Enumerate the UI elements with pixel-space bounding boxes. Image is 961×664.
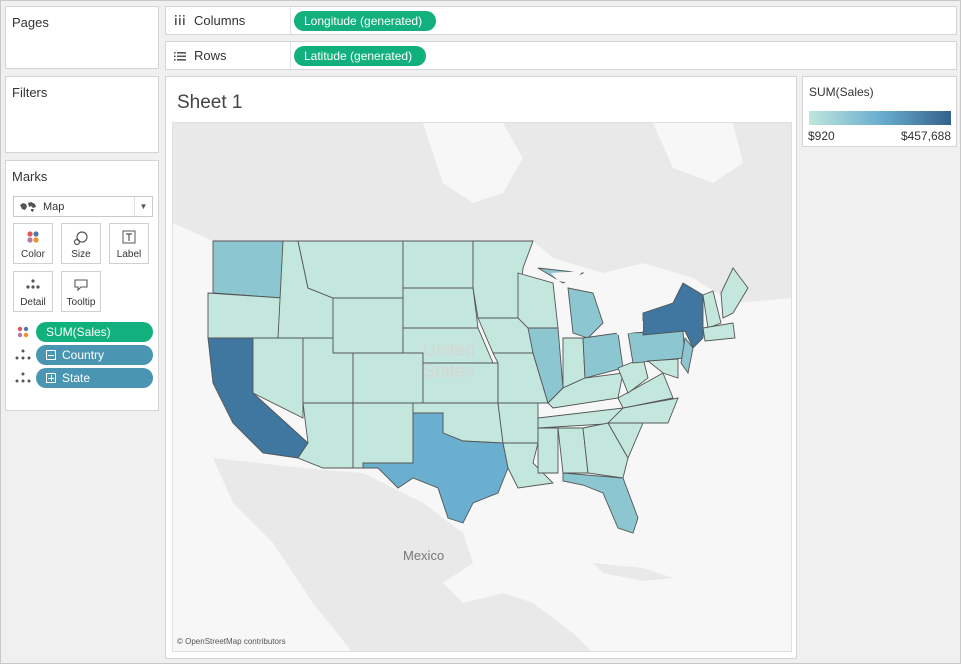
- detail-icon: [26, 279, 40, 289]
- lake-huron: [603, 298, 618, 323]
- legend-min-value: $920: [808, 129, 835, 143]
- state-mississippi[interactable]: [537, 427, 559, 474]
- us-states: [207, 240, 749, 534]
- marks-field-country: Country: [14, 345, 154, 365]
- color-button[interactable]: Color: [13, 223, 53, 264]
- lake-superior: [551, 271, 583, 283]
- columns-label-text: Columns: [194, 13, 246, 28]
- legend-max-value: $457,688: [900, 129, 951, 143]
- state-wyoming[interactable]: [332, 297, 404, 354]
- detail-button[interactable]: Detail: [13, 271, 53, 312]
- filters-card[interactable]: Filters: [5, 76, 159, 153]
- state-florida[interactable]: [562, 472, 639, 534]
- state-maryland[interactable]: [646, 358, 679, 379]
- marks-field-sum-sales: SUM(Sales): [14, 322, 154, 342]
- chevron-down-icon[interactable]: ▼: [134, 197, 152, 216]
- tooltip-button-label: Tooltip: [66, 297, 96, 308]
- state-montana[interactable]: [297, 240, 404, 299]
- detail-icon: [15, 349, 31, 360]
- longitude-pill[interactable]: Longitude (generated): [294, 11, 437, 31]
- map-view[interactable]: United States Mexico © OpenStreetMap con…: [172, 122, 792, 652]
- label-button-label: Label: [116, 249, 142, 260]
- rows-label-text: Rows: [194, 48, 227, 63]
- marks-card: Marks Map ▼ Color Size: [5, 160, 159, 411]
- state-north-dakota[interactable]: [402, 240, 474, 289]
- state-texas[interactable]: [362, 412, 509, 524]
- us-map-label-line2: States: [423, 361, 474, 381]
- state-massachusetts[interactable]: [702, 322, 736, 342]
- arctic-water: [653, 123, 743, 183]
- state-south-dakota[interactable]: [402, 287, 479, 329]
- filters-card-title: Filters: [12, 85, 48, 100]
- legend-color-ramp: [809, 111, 951, 125]
- color-legend[interactable]: SUM(Sales) $920 $457,688: [802, 76, 957, 147]
- state-colorado[interactable]: [352, 352, 424, 404]
- columns-shelf-label: Columns: [166, 7, 291, 34]
- latitude-pill-label: Latitude (generated): [304, 49, 413, 63]
- lake-michigan: [558, 288, 570, 328]
- pages-card[interactable]: Pages: [5, 6, 159, 69]
- sheet-title: Sheet 1: [177, 92, 243, 113]
- color-icon: [17, 326, 29, 338]
- cuba-land: [593, 563, 673, 581]
- country-pill[interactable]: Country: [36, 345, 153, 365]
- collapse-minus-icon[interactable]: [46, 350, 56, 360]
- sum-sales-pill-label: SUM(Sales): [46, 325, 111, 339]
- state-pill-label: State: [62, 371, 91, 385]
- state-maine[interactable]: [720, 267, 749, 319]
- state-georgia[interactable]: [582, 422, 629, 479]
- mexico-map-label: Mexico: [403, 548, 444, 563]
- state-vermont[interactable]: [702, 290, 722, 329]
- expand-plus-icon[interactable]: [46, 373, 56, 383]
- tooltip-button[interactable]: Tooltip: [61, 271, 101, 312]
- state-nevada[interactable]: [252, 337, 304, 419]
- mexico-land: [213, 458, 591, 651]
- rows-shelf-label: Rows: [166, 42, 291, 69]
- size-button[interactable]: Size: [61, 223, 101, 264]
- tooltip-icon: [74, 279, 88, 292]
- pages-card-title: Pages: [12, 15, 49, 30]
- size-icon: [73, 231, 88, 246]
- state-pennsylvania[interactable]: [627, 330, 686, 364]
- rows-shelf[interactable]: Rows Latitude (generated): [165, 41, 957, 70]
- mark-type-dropdown[interactable]: Map ▼: [13, 196, 153, 217]
- detail-icon: [15, 372, 31, 383]
- state-pill[interactable]: State: [36, 368, 153, 388]
- country-pill-label: Country: [62, 348, 105, 362]
- state-new-mexico[interactable]: [352, 402, 414, 469]
- size-button-label: Size: [71, 249, 91, 260]
- label-button[interactable]: Label: [109, 223, 149, 264]
- state-washington[interactable]: [212, 240, 284, 299]
- longitude-pill-label: Longitude (generated): [304, 14, 423, 28]
- rows-icon: [174, 51, 186, 61]
- map-canvas[interactable]: United States Mexico: [173, 123, 792, 652]
- state-michigan[interactable]: [567, 287, 604, 339]
- lake-erie: [613, 321, 643, 335]
- marks-card-title: Marks: [12, 169, 48, 184]
- state-north-carolina[interactable]: [606, 397, 679, 424]
- columns-icon: [175, 15, 185, 25]
- state-oregon[interactable]: [207, 292, 284, 339]
- canada-land: [173, 123, 791, 303]
- map-attribution: © OpenStreetMap contributors: [177, 637, 286, 646]
- detail-button-label: Detail: [20, 297, 46, 308]
- columns-shelf[interactable]: Columns Longitude (generated): [165, 6, 957, 35]
- worksheet: Sheet 1: [165, 76, 797, 659]
- state-new-jersey[interactable]: [680, 336, 694, 375]
- us-map-label-line1: United: [423, 340, 475, 360]
- latitude-pill[interactable]: Latitude (generated): [294, 46, 427, 66]
- legend-title: SUM(Sales): [809, 85, 874, 99]
- color-icon: [27, 231, 39, 243]
- map-icon: [20, 201, 36, 212]
- hudson-bay: [423, 123, 523, 203]
- mark-type-label: Map: [43, 200, 65, 213]
- text-label-icon: [122, 230, 136, 244]
- state-new-york[interactable]: [642, 282, 704, 349]
- marks-field-state: State: [14, 368, 154, 388]
- sum-sales-pill[interactable]: SUM(Sales): [36, 322, 153, 342]
- state-arkansas[interactable]: [497, 402, 539, 444]
- color-button-label: Color: [21, 249, 45, 260]
- state-virginia[interactable]: [617, 372, 674, 409]
